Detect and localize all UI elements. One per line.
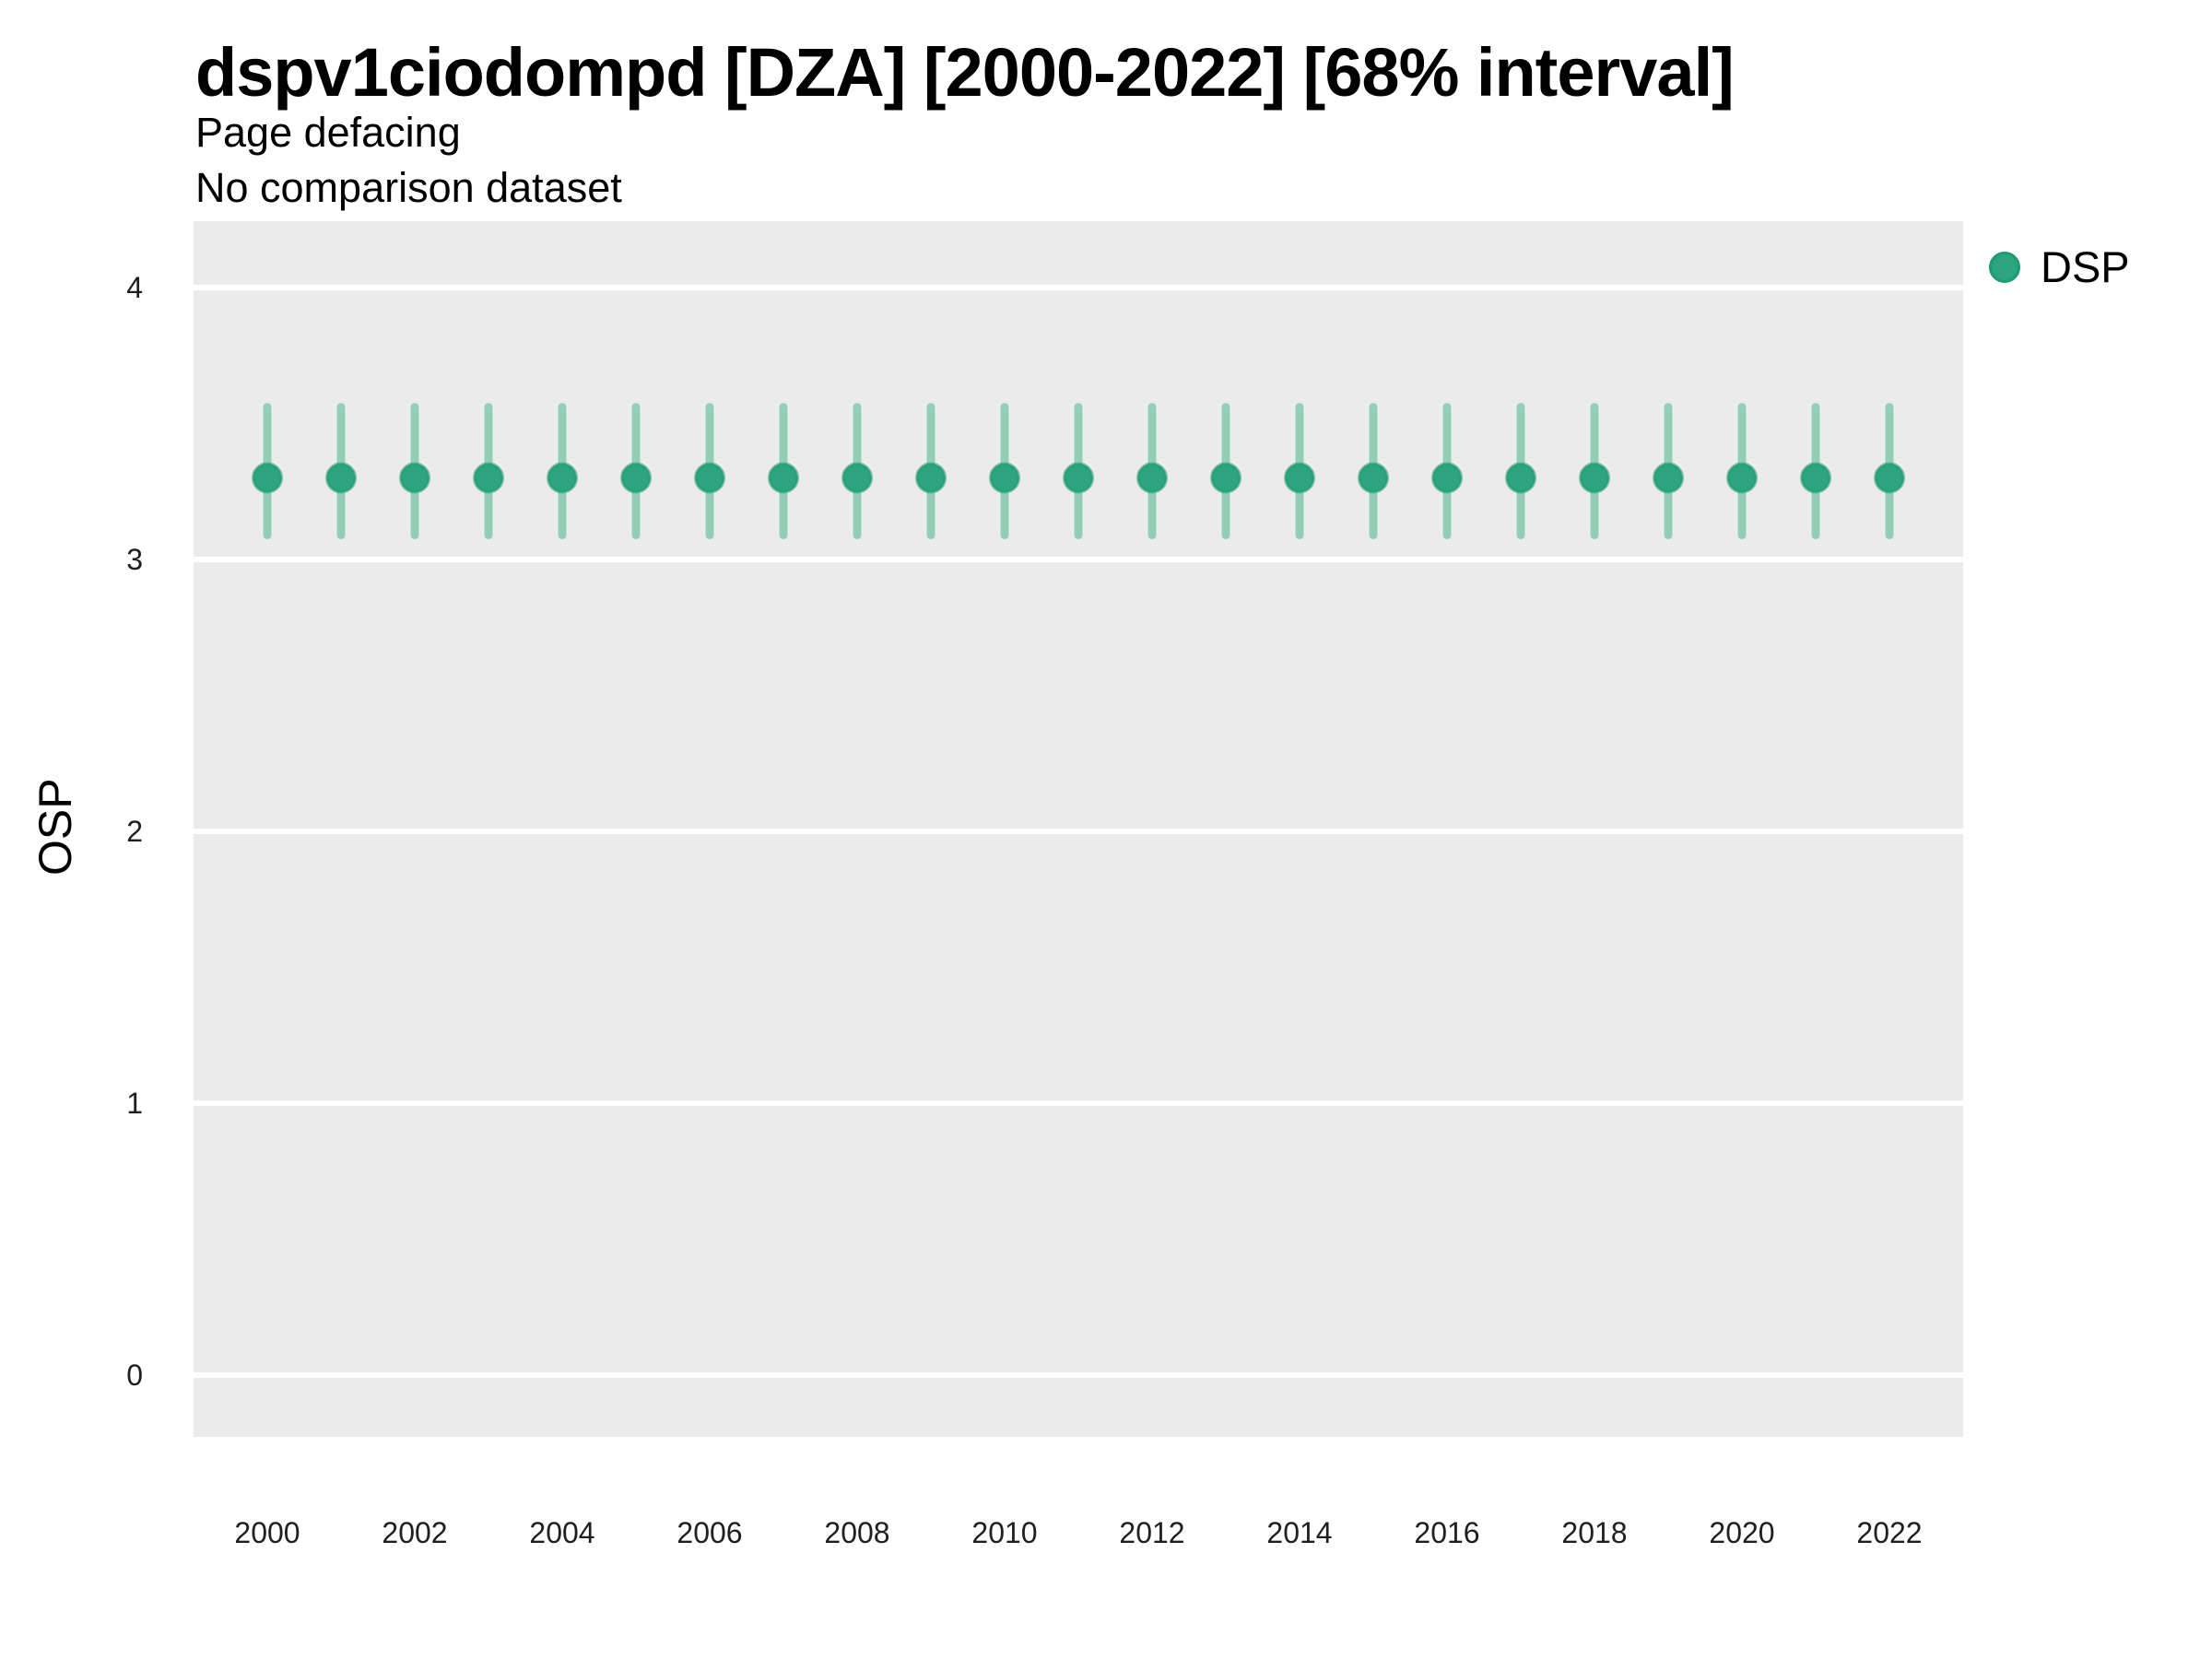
chart-subtitle: Page defacing: [195, 109, 461, 156]
data-point: [1653, 462, 1684, 494]
chart-title: dspv1ciodompd [DZA] [2000-2022] [68% int…: [195, 34, 1735, 111]
y-tick-label: 1: [126, 1087, 143, 1121]
x-tick-label: 2018: [1561, 1516, 1628, 1549]
y-tick-label: 2: [126, 815, 143, 848]
x-tick-label: 2004: [529, 1516, 595, 1549]
data-point: [1800, 462, 1831, 494]
x-tick-label: 2010: [971, 1516, 1038, 1549]
x-tick-label: 2020: [1709, 1516, 1775, 1549]
x-tick-label: 2012: [1119, 1516, 1185, 1549]
data-point: [915, 462, 947, 494]
x-tick-label: 2000: [234, 1516, 300, 1549]
x-tick-label: 2022: [1856, 1516, 1923, 1549]
x-tick-label: 2016: [1414, 1516, 1480, 1549]
data-point: [694, 462, 725, 494]
data-point: [1874, 462, 1905, 494]
data-point: [1505, 462, 1536, 494]
data-point: [399, 462, 430, 494]
data-point: [841, 462, 873, 494]
legend-label: DSP: [2041, 242, 2130, 291]
legend-point-icon: [1989, 251, 2020, 283]
data-point: [620, 462, 652, 494]
plot-panel: [194, 221, 1963, 1437]
data-point: [1136, 462, 1168, 494]
data-point: [989, 462, 1020, 494]
x-tick-label: 2002: [382, 1516, 448, 1549]
data-point: [768, 462, 799, 494]
data-point: [473, 462, 504, 494]
data-point: [1431, 462, 1463, 494]
data-point: [252, 462, 283, 494]
y-tick-label: 0: [126, 1359, 143, 1393]
x-tick-label: 2014: [1266, 1516, 1333, 1549]
data-point: [1579, 462, 1610, 494]
data-point: [1063, 462, 1094, 494]
chart-note: No comparison dataset: [195, 164, 622, 211]
x-tick-label: 2008: [824, 1516, 890, 1549]
x-tick-label: 2006: [677, 1516, 743, 1549]
data-point: [1284, 462, 1315, 494]
data-point: [325, 462, 357, 494]
data-point: [547, 462, 578, 494]
data-point: [1358, 462, 1389, 494]
legend: DSP: [1989, 241, 2130, 292]
data-point: [1210, 462, 1241, 494]
y-tick-label: 4: [126, 270, 143, 304]
data-point: [1726, 462, 1758, 494]
y-tick-label: 3: [126, 542, 143, 576]
